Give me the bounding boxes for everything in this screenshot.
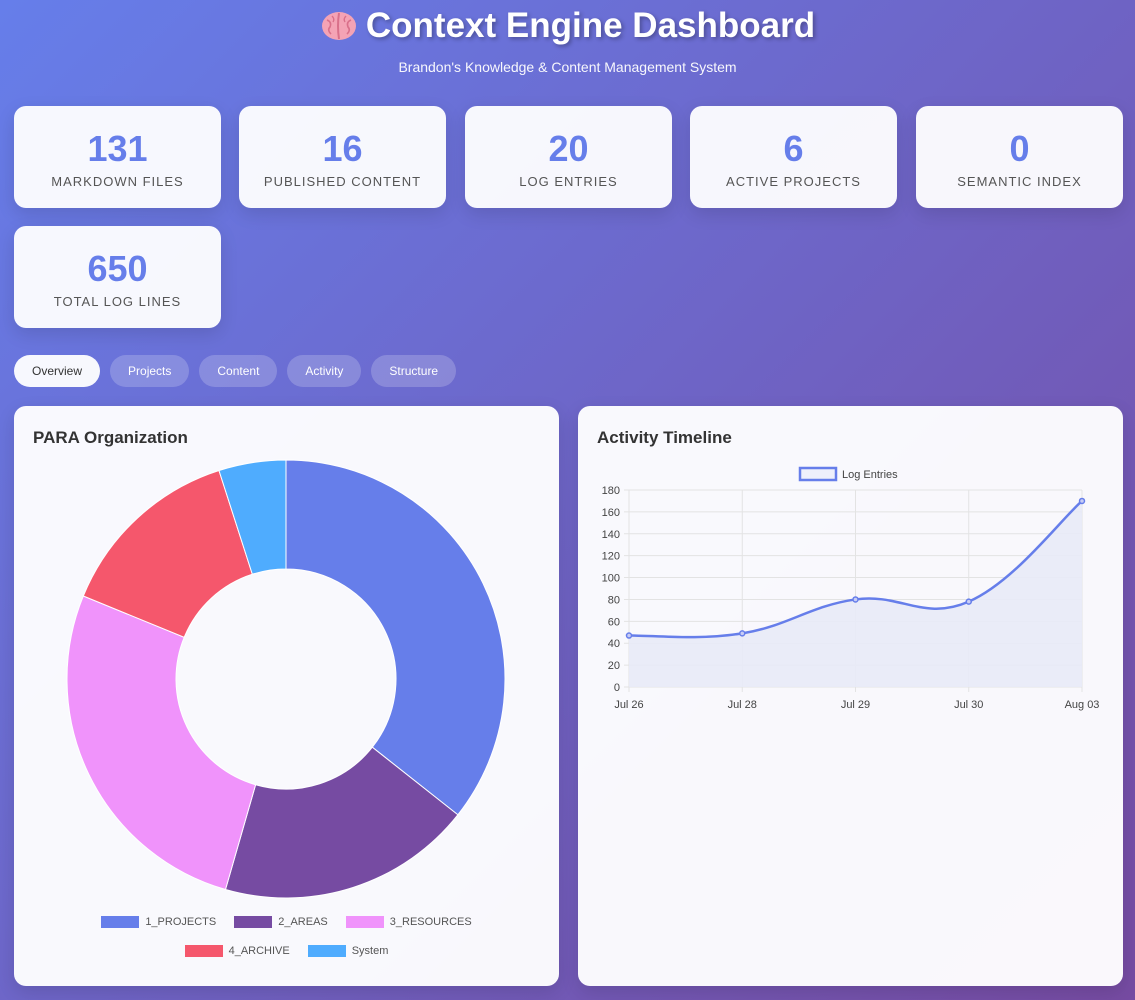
legend-item-resources[interactable]: 3_RESOURCES <box>345 916 472 928</box>
tab-projects[interactable]: Projects <box>110 355 190 387</box>
tab-activity[interactable]: Activity <box>287 355 362 387</box>
x-tick-label: Jul 28 <box>728 699 757 711</box>
legend-label: 1_PROJECTS <box>145 916 217 928</box>
legend-swatch <box>307 945 346 957</box>
stat-card-published-content: 16 PUBLISHED CONTENT <box>239 106 446 208</box>
y-tick-label: 140 <box>602 529 620 541</box>
legend-swatch <box>101 916 140 928</box>
page-subtitle: Brandon's Knowledge & Content Management… <box>398 59 737 75</box>
line-area-fill <box>629 500 1082 687</box>
tab-structure[interactable]: Structure <box>371 355 457 387</box>
stat-value: 16 <box>322 128 363 169</box>
para-organization-panel: PARA Organization 1_PROJECTS 2_AREAS 3_R… <box>14 406 559 986</box>
activity-line-chart: 0 20 40 60 80 100 120 140 160 180 Jul 26 Jul 28 Jul … <box>602 466 1100 711</box>
stat-value: 650 <box>87 248 148 289</box>
legend-swatch <box>345 916 384 928</box>
stat-label: ACTIVE PROJECTS <box>726 174 861 189</box>
legend-swatch <box>184 945 223 957</box>
legend-item-projects[interactable]: 1_PROJECTS <box>101 916 216 928</box>
stat-value: 6 <box>783 128 804 169</box>
stat-card-active-projects: 6 ACTIVE PROJECTS <box>690 106 897 208</box>
y-tick-label: 160 <box>602 507 620 519</box>
legend-item-areas[interactable]: 2_AREAS <box>234 916 328 928</box>
legend-swatch <box>798 466 838 482</box>
stat-card-log-entries: 20 LOG ENTRIES <box>465 106 672 208</box>
tab-bar: Overview Projects Content Activity Struc… <box>14 355 457 387</box>
stat-label: MARKDOWN FILES <box>51 174 184 189</box>
data-point[interactable] <box>625 632 633 639</box>
y-tick-label: 20 <box>608 660 620 672</box>
tab-content[interactable]: Content <box>199 355 278 387</box>
donut-slice-3-resources[interactable] <box>66 595 257 891</box>
stat-label: SEMANTIC INDEX <box>957 174 1082 189</box>
brain-icon <box>320 10 358 42</box>
legend-item-archive[interactable]: 4_ARCHIVE <box>184 945 290 957</box>
legend-label: 3_RESOURCES <box>389 916 472 928</box>
header: Context Engine Dashboard Brandon's Knowl… <box>0 6 1135 75</box>
legend-item-system[interactable]: System <box>307 945 389 957</box>
donut-slice-4-archive[interactable] <box>82 469 253 638</box>
panel-title: Activity Timeline <box>597 428 732 447</box>
y-tick-label: 180 <box>602 485 620 497</box>
donut-slice-system[interactable] <box>218 459 287 575</box>
stat-label: LOG ENTRIES <box>519 174 618 189</box>
y-tick-label: 40 <box>608 638 620 650</box>
line-legend[interactable]: Log Entries <box>798 466 898 482</box>
panel-title: PARA Organization <box>33 428 188 447</box>
donut-slice-2-areas[interactable] <box>224 746 459 899</box>
stat-value: 0 <box>1009 128 1030 169</box>
y-tick-label: 60 <box>608 616 620 628</box>
stat-card-markdown-files: 131 MARKDOWN FILES <box>14 106 221 208</box>
legend-label: 4_ARCHIVE <box>228 945 290 957</box>
para-donut-chart <box>66 459 506 899</box>
page-title-text: Context Engine Dashboard <box>365 6 816 45</box>
stat-card-semantic-index: 0 SEMANTIC INDEX <box>916 106 1123 208</box>
legend-label: Log Entries <box>842 469 898 481</box>
stat-label: PUBLISHED CONTENT <box>263 174 422 189</box>
legend-label: System <box>351 945 389 957</box>
legend-label: 2_AREAS <box>278 916 328 928</box>
x-tick-label: Jul 29 <box>841 699 870 711</box>
donut-legend-row-1: 1_PROJECTS 2_AREAS 3_RESOURCES <box>14 916 559 928</box>
activity-timeline-panel: Activity Timeline 0 20 40 60 80 100 120 140 160 1… <box>578 406 1123 986</box>
tab-overview[interactable]: Overview <box>14 355 101 387</box>
x-tick-label: Aug 03 <box>1065 699 1100 711</box>
y-tick-label: 0 <box>614 682 620 694</box>
stat-value: 20 <box>548 128 589 169</box>
y-tick-label: 100 <box>602 573 620 585</box>
x-tick-label: Jul 26 <box>614 699 643 711</box>
donut-slice-1-projects[interactable] <box>285 459 506 816</box>
stat-value: 131 <box>87 128 148 169</box>
data-point[interactable] <box>965 598 972 605</box>
data-point[interactable] <box>739 630 746 637</box>
donut-legend-row-2: 4_ARCHIVE System <box>14 945 559 957</box>
y-tick-label: 80 <box>608 594 620 606</box>
data-point[interactable] <box>1078 497 1086 505</box>
page-title: Context Engine Dashboard <box>320 6 815 46</box>
data-point[interactable] <box>852 596 859 603</box>
y-tick-label: 120 <box>602 551 620 563</box>
legend-swatch <box>234 916 273 928</box>
x-tick-label: Jul 30 <box>954 699 983 711</box>
stat-label: TOTAL LOG LINES <box>53 294 182 309</box>
stat-card-total-log-lines: 650 TOTAL LOG LINES <box>14 226 221 328</box>
